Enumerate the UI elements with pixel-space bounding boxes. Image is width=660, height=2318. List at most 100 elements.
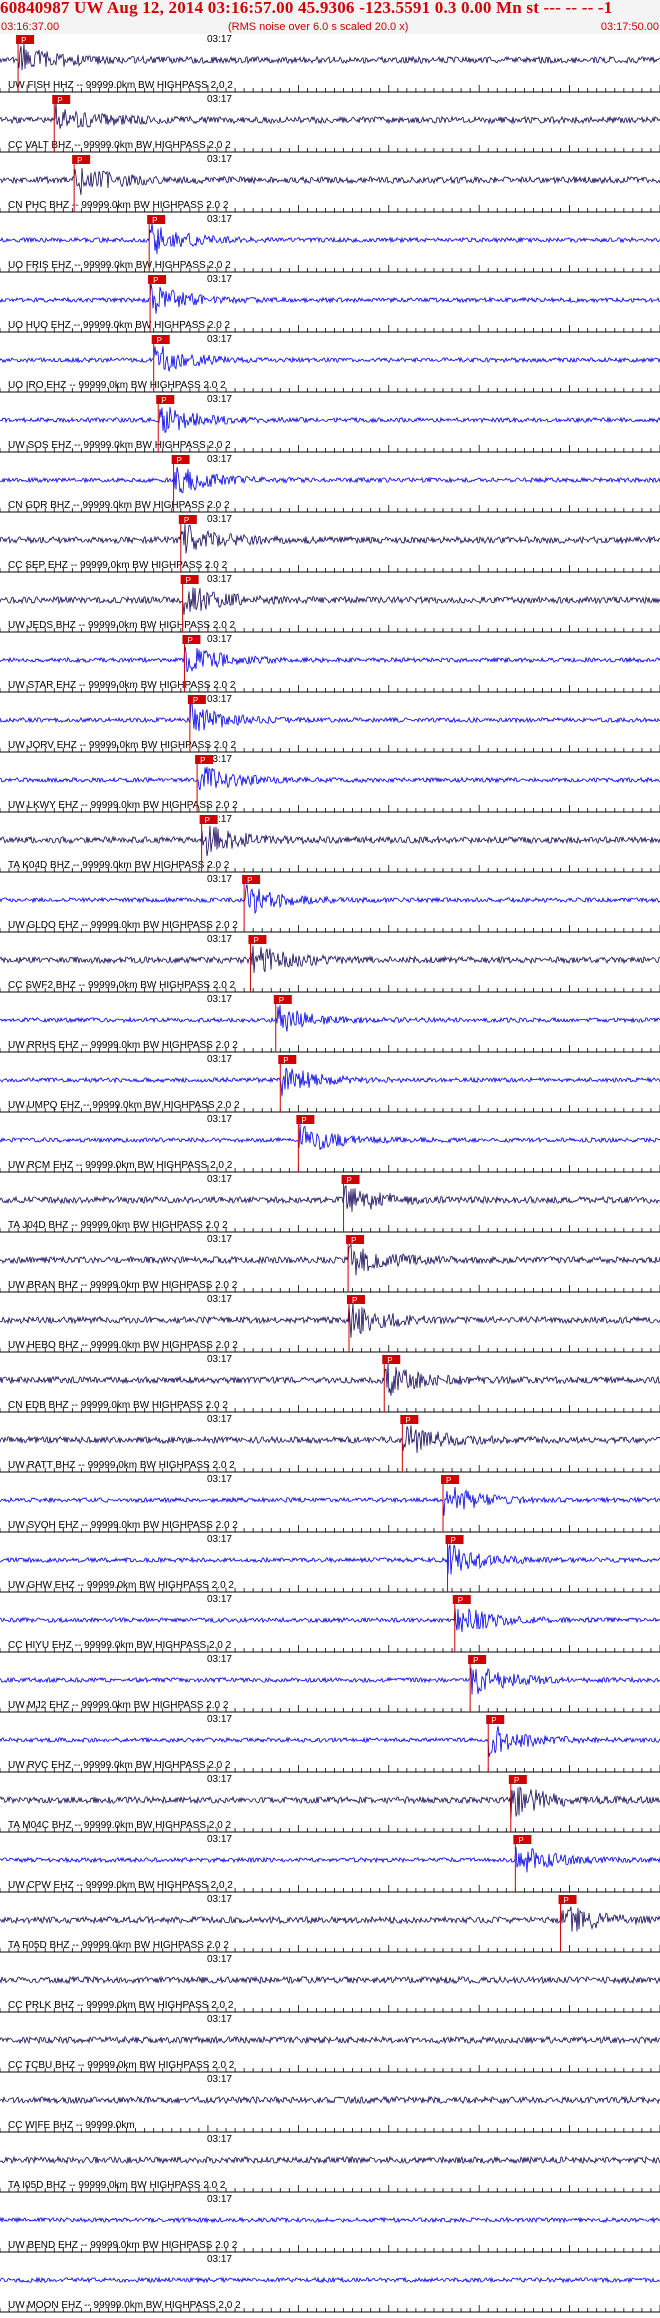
waveform xyxy=(0,1067,660,1097)
pick-flag xyxy=(180,575,199,584)
waveform xyxy=(0,406,660,434)
station-label: TA I05D BHZ -- 99999.0km BW HIGHPASS 2.0… xyxy=(8,2180,226,2191)
trace-panel: 03:17 UO FRIS EHZ -- 99999.0km BW HIGHPAS… xyxy=(0,214,660,273)
trace-panel: 03:17 UW HEBO BHZ -- 99999.0km BW HIGHPAS… xyxy=(0,1294,660,1353)
minute-label: 03:17 xyxy=(207,154,232,165)
pick-flag xyxy=(195,755,214,764)
waveform xyxy=(0,702,660,732)
minute-label: 03:17 xyxy=(207,1414,232,1425)
station-label: CN EDB BHZ -- 99999.0km BW HIGHPASS 2.0 … xyxy=(8,1400,228,1411)
station-label: UW MOON EHZ -- 99999.0km BW HIGHPASS 2.0… xyxy=(8,2300,241,2311)
pick-flag xyxy=(382,1355,401,1364)
pick-label: P xyxy=(205,816,210,825)
trace-panel: 03:17 UO IRO EHZ -- 99999.0km BW HIGHPASS… xyxy=(0,334,660,393)
trace-panel: 03:17 CC TCBU BHZ -- 99999.0km BW HIGHPAS… xyxy=(0,2014,660,2073)
pick-label: P xyxy=(247,876,252,885)
station-label: TA M04C BHZ -- 99999.0km BW HIGHPASS 2.0… xyxy=(8,1820,231,1831)
station-label: TA F05D BHZ -- 99999.0km BW HIGHPASS 2.0… xyxy=(8,1940,229,1951)
minute-label: 03:17 xyxy=(207,934,232,945)
pick-flag xyxy=(151,335,170,344)
station-label: CC PRLK BHZ -- 99999.0km BW HIGHPASS 2.0… xyxy=(8,2000,234,2011)
station-label: CC SEP EHZ -- 99999.0km BW HIGHPASS 2.0 … xyxy=(8,560,228,571)
station-label: UW RVC EHZ -- 99999.0km BW HIGHPASS 2.0 … xyxy=(8,1760,231,1771)
pick-label: P xyxy=(564,1896,569,1905)
station-label: UW BEND EHZ -- 99999.0km BW HIGHPASS 2.0… xyxy=(8,2240,238,2251)
pick-label: P xyxy=(451,1536,456,1545)
waveform xyxy=(0,346,660,372)
minute-label: 03:17 xyxy=(207,754,232,765)
minute-label: 03:17 xyxy=(207,274,232,285)
minute-label: 03:17 xyxy=(207,1474,232,1485)
trace-panel: 03:17 UW RVC EHZ -- 99999.0km BW HIGHPASS… xyxy=(0,1714,660,1773)
waveform xyxy=(0,524,660,554)
station-label: UW LKWY EHZ -- 99999.0km BW HIGHPASS 2.0… xyxy=(8,800,238,811)
event-title: 60840987 UW Aug 12, 2014 03:16:57.00 45.… xyxy=(0,0,613,17)
waveform xyxy=(0,825,660,857)
waveform xyxy=(0,2276,660,2284)
station-label: UO FRIS EHZ -- 99999.0km BW HIGHPASS 2.0… xyxy=(8,260,231,271)
trace-panel: 03:17 UW BRAN BHZ -- 99999.0km BW HIGHPAS… xyxy=(0,1234,660,1293)
trace-panel: 03:17 UW MOON EHZ -- 99999.0km BW HIGHPAS… xyxy=(0,2254,660,2313)
waveform xyxy=(0,1786,660,1819)
station-label: UW JEDS BHZ -- 99999.0km BW HIGHPASS 2.0… xyxy=(8,620,236,631)
minute-label: 03:17 xyxy=(207,1594,232,1605)
waveform xyxy=(0,884,660,915)
minute-label: 03:17 xyxy=(207,1894,232,1905)
station-label: UW GHW EHZ -- 99999.0km BW HIGHPASS 2.0 … xyxy=(8,1580,234,1591)
window-end-time: 03:17:50.00 xyxy=(600,21,659,33)
pick-label: P xyxy=(473,1656,478,1665)
pick-flag xyxy=(441,1475,460,1484)
pick-flag xyxy=(147,215,166,224)
minute-label: 03:17 xyxy=(207,634,232,645)
pick-flag xyxy=(558,1895,577,1904)
minute-label: 03:17 xyxy=(207,454,232,465)
minute-label: 03:17 xyxy=(207,2194,232,2205)
minute-label: 03:17 xyxy=(207,514,232,525)
trace-panel: 03:17 TA M04C BHZ -- 99999.0km BW HIGHPAS… xyxy=(0,1774,660,1833)
station-label: UW HEBO BHZ -- 99999.0km BW HIGHPASS 2.0… xyxy=(8,1340,238,1351)
pick-label: P xyxy=(161,396,166,405)
minute-label: 03:17 xyxy=(207,34,232,45)
pick-label: P xyxy=(200,756,205,765)
pick-label: P xyxy=(152,216,157,225)
station-label: UW BRAN BHZ -- 99999.0km BW HIGHPASS 2.0… xyxy=(8,1280,238,1291)
pick-label: P xyxy=(77,156,82,165)
pick-flag xyxy=(72,155,91,164)
trace-panel: 03:17 CN PHC BHZ -- 99999.0km BW HIGHPASS… xyxy=(0,154,660,213)
pick-label: P xyxy=(458,1596,463,1605)
trace-panel: 03:17 CN EDB BHZ -- 99999.0km BW HIGHPASS… xyxy=(0,1354,660,1413)
station-label: TA K04D BHZ -- 99999.0km BW HIGHPASS 2.0… xyxy=(8,860,230,871)
pick-flag xyxy=(248,935,267,944)
trace-panel: 03:17 UW GLDO EHZ -- 99999.0km BW HIGHPAS… xyxy=(0,874,660,933)
pick-flag xyxy=(513,1835,532,1844)
station-label: UW RRHS EHZ -- 99999.0km BW HIGHPASS 2.0… xyxy=(8,1040,238,1051)
waveform xyxy=(0,1847,660,1873)
minute-label: 03:17 xyxy=(207,1774,232,1785)
trace-panel: 03:17 UW RCM EHZ -- 99999.0km BW HIGHPASS… xyxy=(0,1114,660,1173)
minute-label: 03:17 xyxy=(207,94,232,105)
trace-panel: 03:17 UW JORV EHZ -- 99999.0km BW HIGHPAS… xyxy=(0,694,660,753)
station-label: UO IRO EHZ -- 99999.0km BW HIGHPASS 2.0 … xyxy=(8,380,226,391)
station-label: CC WIFE BHZ -- 99999.0km xyxy=(8,2120,135,2131)
waveform xyxy=(0,945,660,974)
pick-label: P xyxy=(405,1416,410,1425)
station-label: CC HIYU EHZ -- 99999.0km BW HIGHPASS 2.0… xyxy=(8,1640,232,1651)
waveform xyxy=(0,2095,660,2105)
waveform xyxy=(0,1975,660,1985)
trace-panel: 03:17 TA F05D BHZ -- 99999.0km BW HIGHPAS… xyxy=(0,1894,660,1953)
trace-panel: 03:17 UW RRHS EHZ -- 99999.0km BW HIGHPAS… xyxy=(0,994,660,1053)
station-label: UW FISH HHZ -- 99999.0km BW HIGHPASS 2.0… xyxy=(8,80,233,91)
trace-panel: 03:17 CC WIFE BHZ -- 99999.0km xyxy=(0,2074,660,2133)
minute-label: 03:17 xyxy=(207,694,232,705)
pick-flag xyxy=(182,635,201,644)
waveform xyxy=(0,2155,660,2165)
minute-label: 03:17 xyxy=(207,1114,232,1125)
station-label: UW CPW EHZ -- 99999.0km BW HIGHPASS 2.0 … xyxy=(8,1880,233,1891)
minute-label: 03:17 xyxy=(207,1294,232,1305)
pick-flag xyxy=(486,1715,505,1724)
waveform xyxy=(0,1004,660,1032)
waveform xyxy=(0,1667,660,1695)
pick-label: P xyxy=(186,576,191,585)
waveform xyxy=(0,43,660,71)
trace-panel: 03:17 CC HIYU EHZ -- 99999.0km BW HIGHPAS… xyxy=(0,1594,660,1653)
